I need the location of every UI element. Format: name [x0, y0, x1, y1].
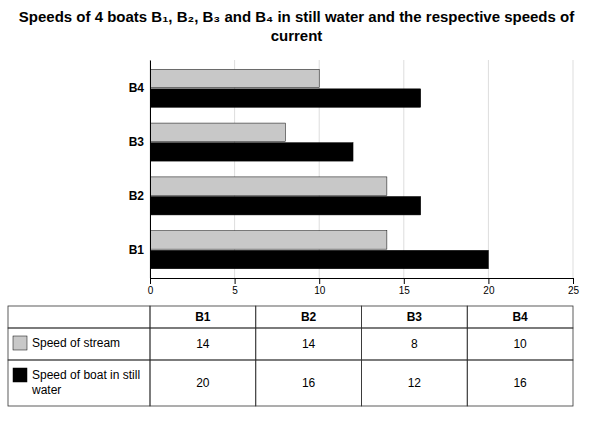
text-line: Speed of boat in still: [32, 368, 140, 382]
bar: [150, 123, 285, 141]
table-value: 14: [196, 337, 210, 351]
grid: [150, 60, 573, 278]
tick-mark: [150, 278, 151, 284]
axis-line: [151, 279, 574, 285]
tick-label: B2: [129, 189, 145, 203]
table-value: 12: [408, 376, 422, 390]
tick: 10: [314, 278, 326, 296]
series: [150, 89, 488, 269]
table-cell: [8, 360, 150, 406]
table-cell: [150, 360, 256, 406]
tick-mark: [404, 278, 405, 284]
y-axis: B1 B2 B3 B4: [129, 61, 151, 279]
tick: 20: [483, 278, 495, 296]
grid-line: [573, 60, 574, 278]
text-line: Speeds of 4 boats B₁, B₂, B₃ and B₄ in s…: [19, 8, 575, 25]
grid-line: [150, 60, 151, 278]
bars: [150, 69, 488, 269]
table-cell: [362, 306, 468, 328]
axis-line: [150, 61, 151, 279]
tick: 25: [568, 278, 580, 296]
tick-mark: [235, 278, 236, 284]
tick-mark: [319, 278, 320, 284]
tick-label: 25: [568, 285, 580, 296]
table-header: B2: [301, 310, 317, 324]
bar: [150, 231, 387, 249]
table-cell: [8, 328, 150, 360]
table-header: B1: [195, 310, 211, 324]
tick: 0: [148, 278, 154, 296]
bar: [150, 143, 353, 161]
tick-label: B4: [129, 81, 145, 95]
table-value: 16: [302, 376, 316, 390]
tick: 5: [232, 278, 238, 296]
bar: [150, 250, 488, 268]
legend-swatch: [13, 368, 27, 382]
tick-label: 5: [232, 285, 238, 296]
tick: B3: [129, 135, 150, 149]
table-cell: [150, 306, 256, 328]
table-value: 8: [411, 337, 418, 351]
table-value: 10: [513, 337, 527, 351]
table-cell: [467, 328, 573, 360]
table-value: 16: [513, 376, 527, 390]
bar: [150, 69, 319, 87]
chart: Speeds of 4 boats B₁, B₂, B₃ and B₄ in s…: [0, 0, 593, 433]
legend-label: Speed of stream: [32, 336, 120, 350]
tick-label: 10: [314, 285, 326, 296]
tick-label: 0: [148, 285, 154, 296]
tick-mark: [488, 278, 489, 284]
table-cell: [256, 328, 362, 360]
tick: B4: [129, 81, 150, 95]
table-cell: [256, 306, 362, 328]
bar: [150, 197, 421, 215]
table-cell: [467, 360, 573, 406]
text-line: Speed of stream: [32, 336, 120, 350]
tick-label: B1: [129, 243, 145, 257]
table-cell: [362, 328, 468, 360]
table-cell: [467, 306, 573, 328]
tick-label: 15: [399, 285, 411, 296]
bar: [150, 177, 387, 195]
tick: 15: [399, 278, 411, 296]
legend-table: B1 B2 B3 B4 Speed of stream 14 14 8 10 Speed of b…: [8, 306, 573, 406]
tick: B1: [129, 243, 150, 257]
tick-label: B3: [129, 135, 145, 149]
bar: [150, 89, 421, 107]
x-axis: 0 5 10 15 20 25: [148, 278, 580, 296]
table-header: B3: [407, 310, 423, 324]
text-line: water: [31, 383, 61, 397]
table-cell: [150, 328, 256, 360]
legend-label: Speed of boat in stillwater: [31, 368, 140, 397]
tick-mark: [573, 278, 574, 284]
table-value: 14: [302, 337, 316, 351]
tick-label: 20: [483, 285, 495, 296]
table-cell: [8, 306, 150, 328]
legend-swatch: [13, 336, 27, 350]
text-line: current: [271, 27, 323, 44]
table-cell: [362, 360, 468, 406]
table-cell: [256, 360, 362, 406]
table-value: 20: [196, 376, 210, 390]
title: Speeds of 4 boats B₁, B₂, B₃ and B₄ in s…: [19, 8, 575, 44]
grid-line: [488, 60, 489, 278]
table-header: B4: [512, 310, 528, 324]
tick: B2: [129, 189, 150, 203]
